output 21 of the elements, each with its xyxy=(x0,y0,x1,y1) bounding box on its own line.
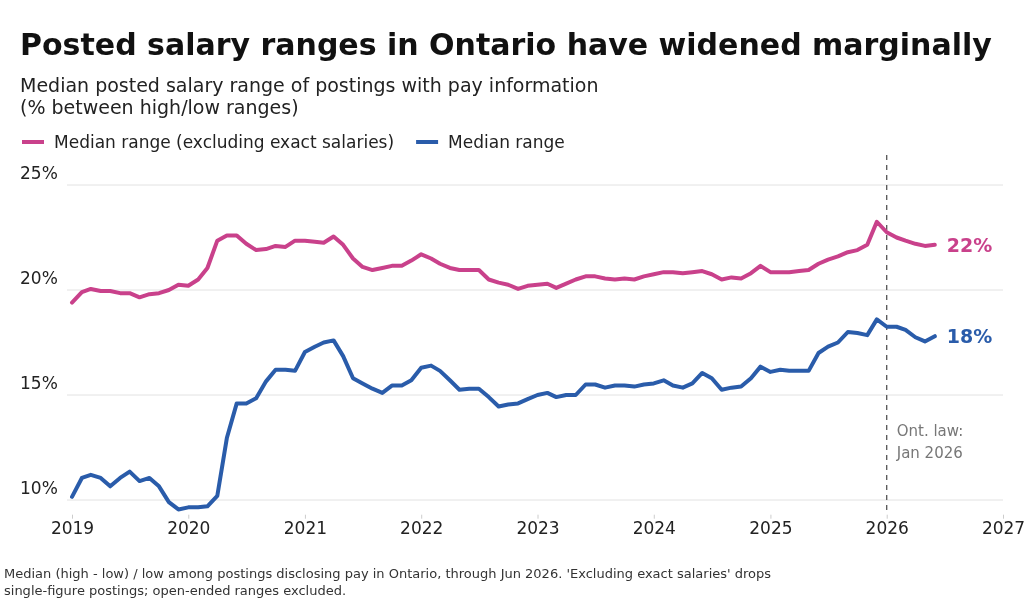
annotation: 18% xyxy=(946,325,993,348)
x-tick-label: 2025 xyxy=(749,517,793,538)
text: Median (high - low) / low among postings disclosing pay in Ontario, through Jun 2026. 'Excluding exact salaries' drops single-figure postings; open-ended ranges excluded. xyxy=(4,566,772,598)
chart-title: Posted salary ranges in Ontario have widened marginally xyxy=(20,27,993,62)
x-tick-label: 2021 xyxy=(283,517,328,538)
y-tick-label: 20% xyxy=(20,268,58,288)
x-tick-label: 2022 xyxy=(400,517,444,538)
annotation: 22% xyxy=(946,233,993,256)
x-tick-label: 2027 xyxy=(981,517,1024,538)
y-tick-label: 10% xyxy=(20,478,58,498)
x-tick-label: 2019 xyxy=(50,517,95,538)
x-tick-label: 2020 xyxy=(167,517,211,538)
legend-label: Median range xyxy=(448,132,565,152)
x-tick-label: 2023 xyxy=(516,517,560,538)
y-tick-label: 25% xyxy=(20,163,58,183)
chart-subtitle: Median posted salary range of postings with pay information (% between high/low ranges) xyxy=(20,74,599,118)
x-tick-label: 2024 xyxy=(632,517,676,538)
x-tick-label: 2026 xyxy=(865,517,909,538)
ref-line-label: Ont. law: Jan 2026 xyxy=(895,422,964,462)
legend-label: Median range (excluding exact salaries) xyxy=(54,132,395,152)
y-tick-label: 15% xyxy=(20,373,58,393)
